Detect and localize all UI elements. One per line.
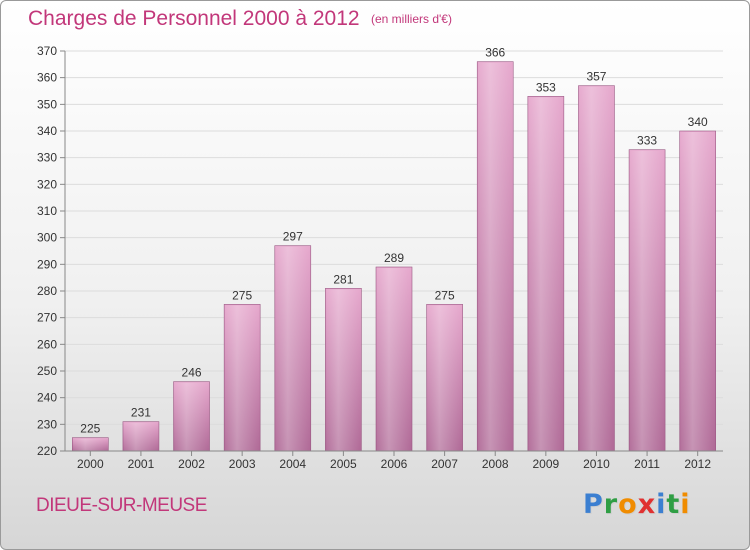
y-tick-label: 340 (37, 124, 57, 138)
logo-letter: o (618, 489, 638, 520)
bar-value-label: 225 (80, 422, 100, 436)
bar-value-label: 357 (586, 70, 606, 84)
y-tick-label: 280 (37, 284, 57, 298)
bar-value-label: 340 (688, 115, 708, 129)
bar-value-label: 231 (131, 406, 151, 420)
bar-value-label: 366 (485, 46, 505, 60)
logo-letter: r (603, 489, 619, 520)
y-tick-label: 350 (37, 97, 57, 111)
x-tick-label: 2012 (684, 457, 711, 471)
x-tick-label: 2003 (229, 457, 256, 471)
bars: 225 231 246 275 297 281 289 275 366 353 357 333 340 (72, 46, 716, 452)
bar-value-label: 333 (637, 134, 657, 148)
commune-name: DIEUE-SUR-MEUSE (36, 495, 207, 516)
bar-value-label: 246 (182, 366, 202, 380)
y-tick-label: 300 (37, 231, 57, 245)
bar-highlight (123, 422, 158, 451)
x-tick-label: 2004 (279, 457, 306, 471)
x-tick-label: 2008 (482, 457, 509, 471)
x-tick-label: 2011 (634, 457, 660, 471)
axes: 220 230 240 250 260 270 280 290 300 310 320 330 340 3… (37, 44, 723, 471)
logo-letter: i (656, 489, 667, 520)
y-tick-label: 240 (37, 391, 57, 405)
bar-highlight (275, 246, 310, 451)
logo-letter: t (666, 489, 681, 520)
y-tick-label: 250 (37, 364, 57, 378)
x-tick-label: 2000 (77, 457, 104, 471)
bar-highlight (174, 382, 209, 451)
proxiti-logo: Proxiti (583, 489, 691, 520)
bar-highlight (478, 62, 513, 452)
bar-highlight (427, 305, 462, 451)
chart-title: Charges de Personnel 2000 à 2012 (28, 7, 360, 30)
bar-highlight (528, 97, 563, 451)
y-tick-label: 230 (37, 417, 57, 431)
x-tick-label: 2002 (178, 457, 205, 471)
bar-highlight (326, 289, 361, 451)
x-tick-label: 2009 (532, 457, 559, 471)
unit-note: (en milliers d'€) (371, 12, 452, 26)
bar-value-label: 297 (283, 230, 303, 244)
bar-value-label: 275 (232, 288, 252, 302)
y-tick-label: 370 (37, 44, 57, 58)
y-tick-label: 360 (37, 71, 57, 85)
bar-value-label: 289 (384, 251, 404, 265)
bar-highlight (630, 150, 665, 451)
bar-value-label: 353 (536, 80, 556, 94)
y-tick-label: 270 (37, 311, 57, 325)
x-tick-label: 2006 (381, 457, 408, 471)
y-tick-label: 330 (37, 151, 57, 165)
x-tick-label: 2010 (583, 457, 610, 471)
x-tick-label: 2001 (128, 457, 155, 471)
y-tick-label: 220 (37, 444, 57, 458)
logo-letter: i (680, 489, 691, 520)
bar-highlight (73, 438, 108, 451)
x-tick-label: 2005 (330, 457, 357, 471)
bar-highlight (680, 132, 715, 451)
bar-value-label: 281 (333, 272, 353, 286)
bar-highlight (579, 86, 614, 452)
logo-letter: x (637, 489, 657, 520)
y-tick-label: 290 (37, 257, 57, 271)
y-tick-label: 320 (37, 177, 57, 191)
bar-highlight (225, 305, 260, 451)
logo-letter: P (583, 489, 604, 520)
bar-value-label: 275 (435, 288, 455, 302)
y-tick-label: 260 (37, 337, 57, 351)
y-tick-label: 310 (37, 204, 57, 218)
bar-highlight (377, 268, 411, 451)
x-tick-label: 2007 (431, 457, 458, 471)
